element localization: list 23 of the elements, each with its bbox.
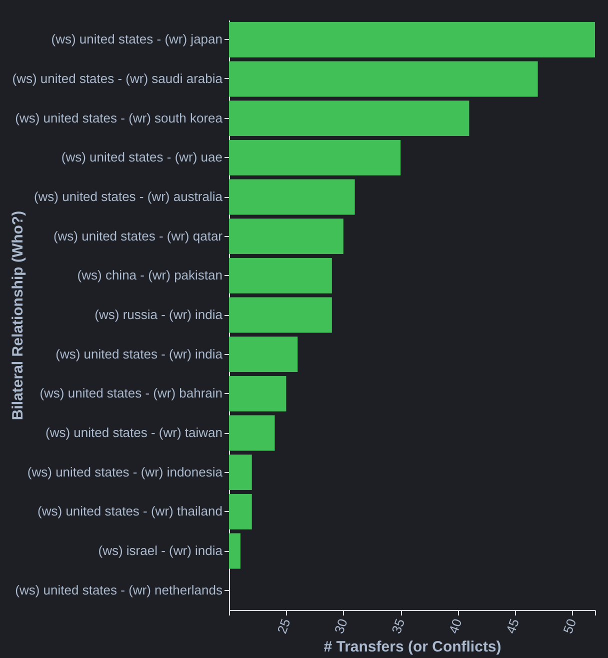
y-tick-label: (ws) china - (wr) pakistan	[77, 268, 222, 283]
x-axis-title: # Transfers (or Conflicts)	[324, 638, 502, 656]
y-tick-label: (ws) united states - (wr) indonesia	[27, 464, 224, 480]
y-tick-label: (ws) united states - (wr) south korea	[15, 110, 224, 126]
y-tick-label: (ws) united states - (wr) japan	[51, 32, 222, 47]
x-tick-label: 25	[274, 616, 294, 636]
y-tick-label: (ws) united states - (wr) uae	[61, 150, 222, 165]
x-tick-label: 45	[502, 616, 522, 636]
y-tick-label: (ws) united states - (wr) netherlands	[15, 582, 223, 598]
x-tick-label: 50	[560, 616, 580, 636]
y-tick-label: (ws) united states - (wr) thailand	[38, 504, 222, 519]
y-tick-label: (ws) united states - (wr) bahrain	[40, 386, 222, 401]
y-tick-label: (ws) israel - (wr) india	[98, 543, 224, 558]
y-tick-label: (ws) russia - (wr) india	[94, 307, 224, 322]
y-axis-title: Bilateral Relationship (Who?)	[10, 210, 26, 420]
y-tick-label: (ws) united states - (wr) qatar	[53, 228, 224, 244]
y-tick-label: (ws) united states - (wr) taiwan	[46, 425, 222, 440]
y-tick-label: (ws) united states - (wr) india	[56, 346, 224, 362]
x-tick-label: 30	[331, 616, 350, 636]
x-tick-label: 40	[446, 616, 465, 636]
y-tick-label: (ws) united states - (wr) saudi arabia	[12, 71, 224, 86]
x-tick-label: 35	[388, 616, 408, 636]
y-tick-label: (ws) united states - (wr) australia	[34, 189, 224, 204]
